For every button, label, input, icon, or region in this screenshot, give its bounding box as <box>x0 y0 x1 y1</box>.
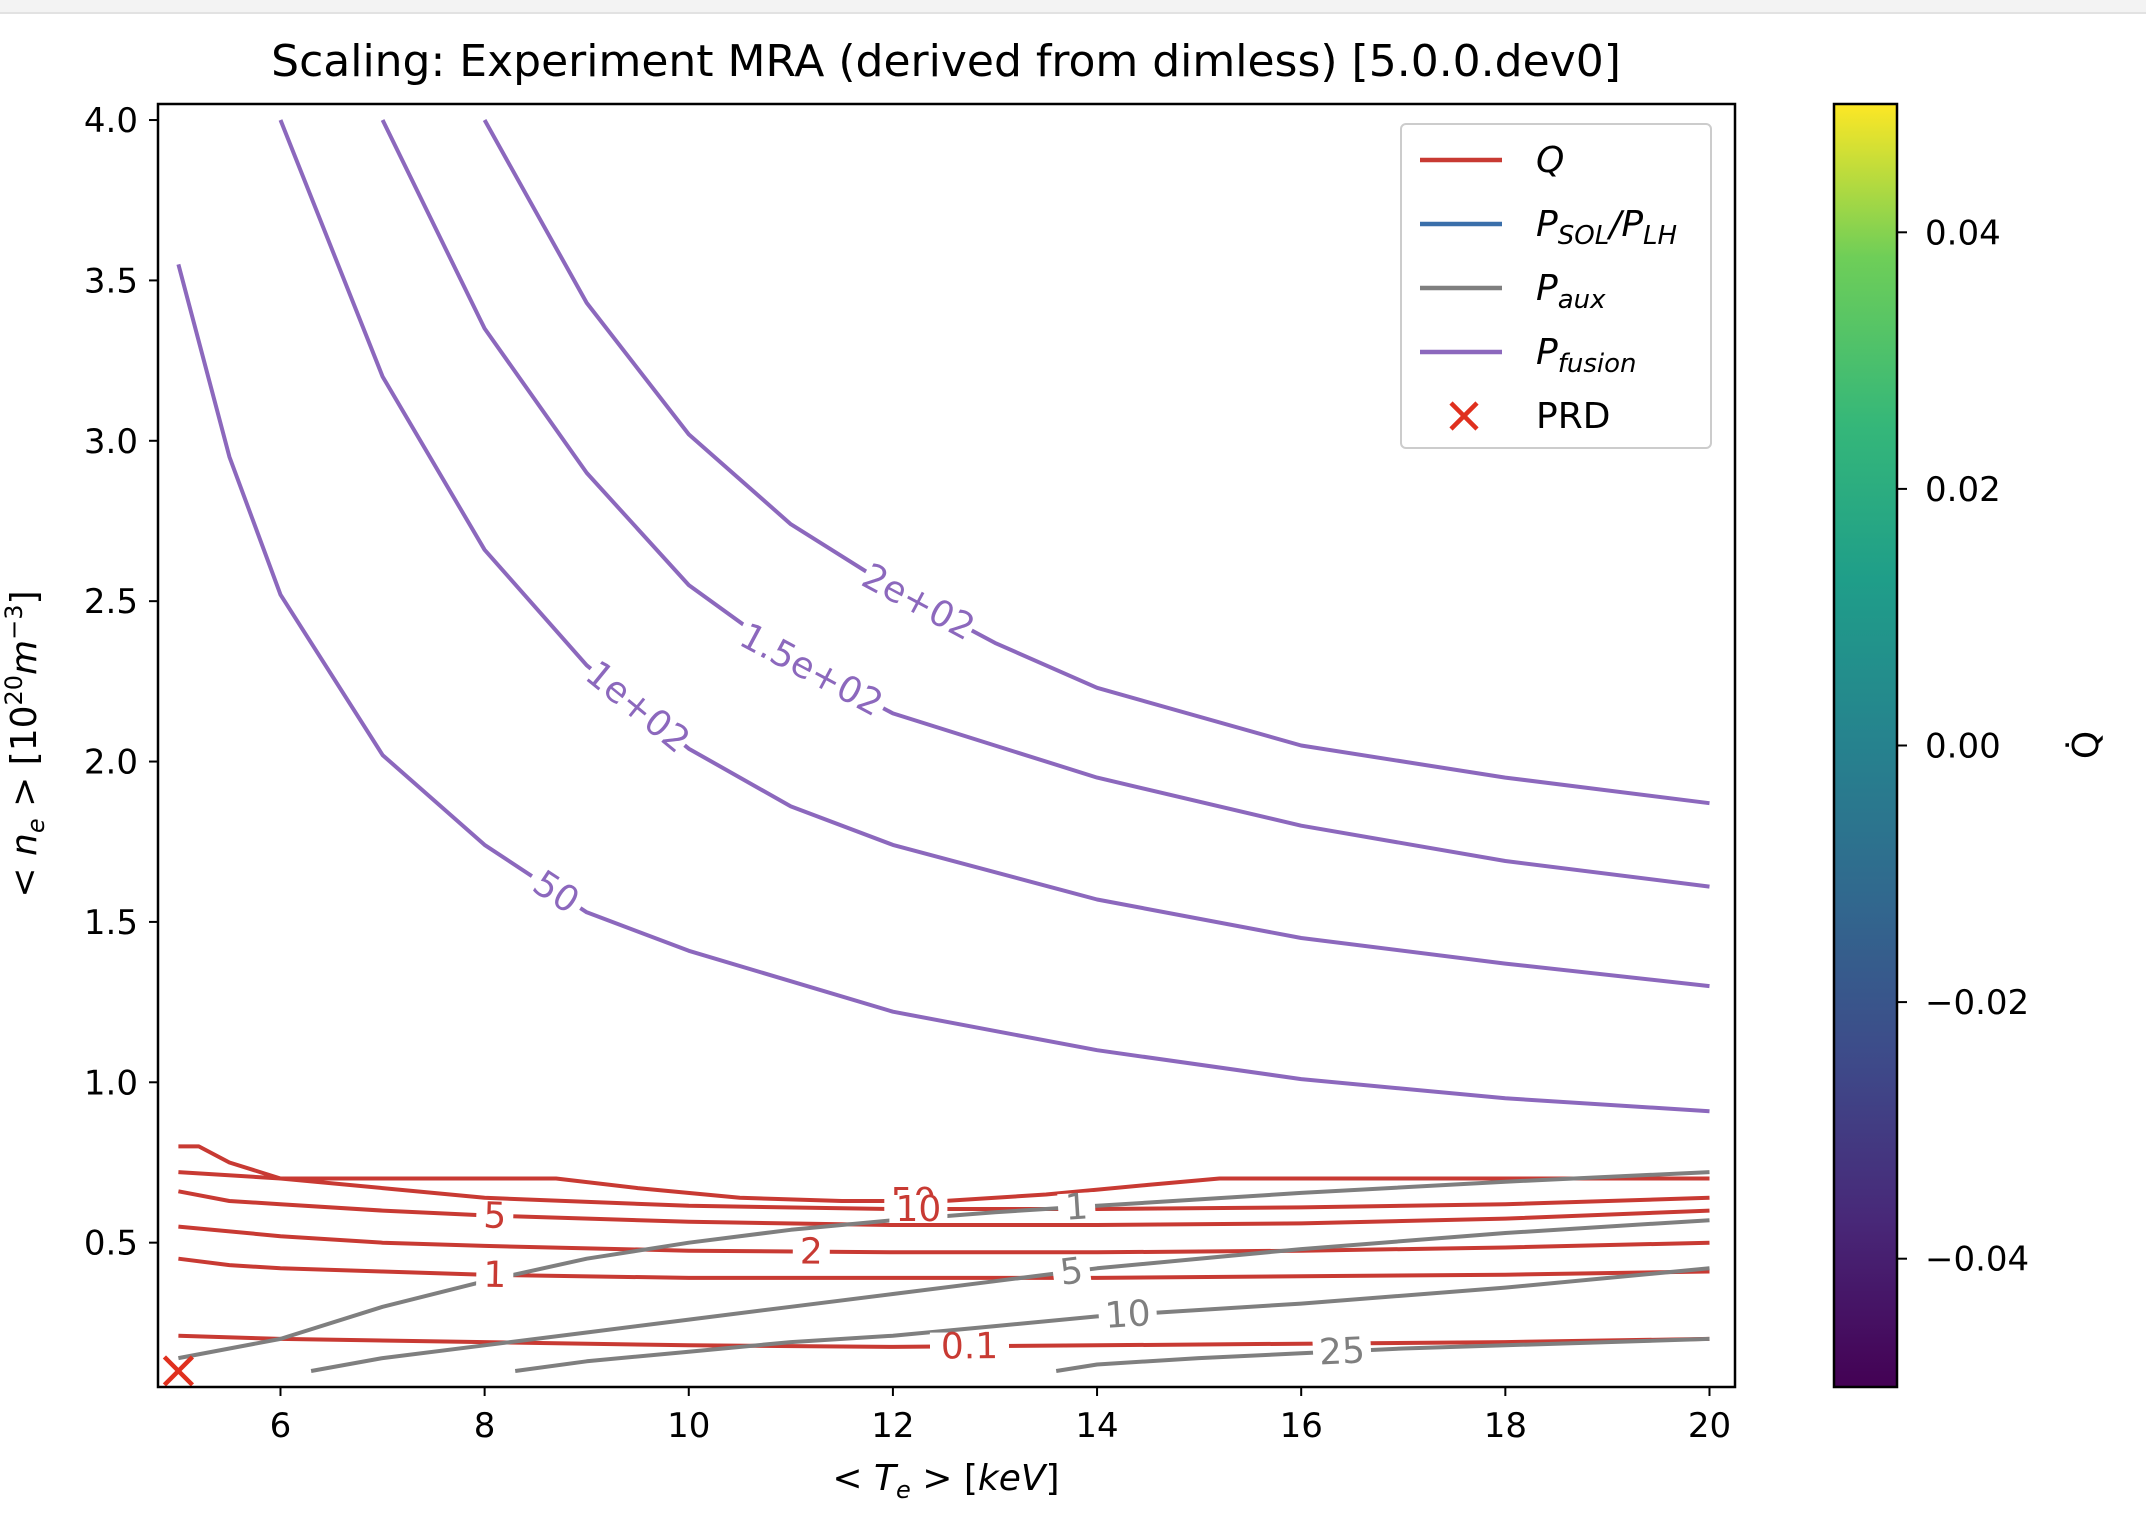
legend: Q PSOL/PLH Paux Pfusion PRD <box>1400 123 1712 449</box>
contour-label-text: 5 <box>483 1195 507 1237</box>
contour-p-fusion-50 <box>176 263 1710 1114</box>
x-tick-label: 20 <box>1688 1406 1731 1446</box>
colorbar-gradient <box>1832 102 1899 1389</box>
legend-item-q: Q <box>1420 140 1564 181</box>
legend-label: PRD <box>1536 396 1610 437</box>
marker-prd <box>162 1355 195 1387</box>
contour-q-50 <box>178 1144 1710 1203</box>
contour-label-p-aux-5: 5 <box>1051 1250 1092 1294</box>
contour-label-p-aux-1: 1 <box>1057 1186 1096 1229</box>
contour-label-text: 1 <box>1064 1186 1089 1228</box>
colorbar-tick-label: −0.04 <box>1925 1240 2029 1280</box>
plot-frame <box>156 102 1737 1389</box>
colorbar-label: Q̇ <box>2065 731 2107 759</box>
contour-p-aux-10 <box>514 1266 1710 1373</box>
contour-label-text: 2e+02 <box>855 556 981 649</box>
y-axis-label: < ne > [1020m−3] <box>0 590 50 897</box>
colorbar-tick-label: −0.02 <box>1925 983 2029 1023</box>
colorbar-tick-label: 0.04 <box>1925 213 2001 253</box>
contour-label-q-1: 1 <box>476 1255 514 1296</box>
y-tick-label: 4.0 <box>84 101 138 141</box>
legend-item-p-sol-p-lh: PSOL/PLH <box>1420 204 1677 251</box>
x-tick-label: 16 <box>1280 1406 1323 1446</box>
colorbar-tick-label: 0.02 <box>1925 470 2001 510</box>
colorbar-tick-label: 0.00 <box>1925 727 2001 767</box>
y-tick-label: 2.5 <box>84 582 138 622</box>
contour-p-aux-5 <box>310 1218 1710 1373</box>
x-tick-label: 10 <box>667 1406 710 1446</box>
x-axis-label: < Te > [keV] <box>832 1458 1059 1504</box>
contour-label-text: 50 <box>525 863 586 922</box>
y-tick-label: 2.0 <box>84 743 138 783</box>
legend-label: Pfusion <box>1536 332 1637 379</box>
y-tick-label: 1.5 <box>84 903 138 943</box>
window-top-bar <box>0 0 2146 14</box>
contour-label-p-fusion-1-5e-02: 1.5e+02 <box>732 616 890 725</box>
x-tick-label: 14 <box>1075 1406 1118 1446</box>
contour-label-q-0-1: 0.1 <box>929 1326 1010 1368</box>
contour-q-5 <box>178 1189 1710 1227</box>
contour-label-text: 25 <box>1318 1330 1366 1373</box>
y-axis-ticks: 0.5 1.0 1.5 2.0 2.5 3.0 3.5 4.0 <box>84 101 158 1264</box>
y-tick-label: 1.0 <box>84 1063 138 1103</box>
contour-chart: Scaling: Experiment MRA (derived from di… <box>0 36 2107 1504</box>
contour-q-10 <box>178 1170 1710 1211</box>
legend-item-p-fusion: Pfusion <box>1420 332 1637 379</box>
contour-label-text: 1 <box>483 1255 507 1296</box>
contour-label-text: 0.1 <box>941 1326 999 1367</box>
chart-title: Scaling: Experiment MRA (derived from di… <box>271 36 1621 87</box>
x-tick-label: 18 <box>1484 1406 1527 1446</box>
legend-box <box>1400 123 1712 449</box>
contour-q-1 <box>178 1256 1710 1280</box>
contour-label-p-aux-25: 25 <box>1312 1330 1372 1373</box>
contour-label-text: 10 <box>1104 1293 1152 1337</box>
markers <box>162 1355 195 1387</box>
contour-label-q-5: 5 <box>475 1195 514 1237</box>
contour-label-text: 1e+02 <box>578 653 698 761</box>
contour-p-aux-1 <box>178 1170 1710 1361</box>
contour-label-q-10: 10 <box>889 1189 948 1230</box>
contour-q-0-1 <box>178 1333 1710 1349</box>
contour-label-p-fusion-2e-02: 2e+02 <box>855 556 981 649</box>
legend-item-p-aux: Paux <box>1420 268 1606 315</box>
x-tick-label: 6 <box>270 1406 292 1446</box>
y-tick-label: 3.0 <box>84 422 138 462</box>
contour-label-text: 1.5e+02 <box>733 616 889 725</box>
contour-label-p-fusion-50: 50 <box>524 863 589 922</box>
legend-label: Q <box>1536 140 1564 181</box>
contour-p-fusion-1e-02 <box>278 119 1710 989</box>
contour-label-p-aux-10: 10 <box>1097 1293 1158 1337</box>
legend-label: PSOL/PLH <box>1536 204 1677 251</box>
contour-q-2 <box>178 1224 1710 1255</box>
contour-label-text: 10 <box>895 1189 941 1230</box>
y-tick-label: 0.5 <box>84 1224 138 1264</box>
legend-item-prd: PRD <box>1449 396 1610 437</box>
colorbar: −0.04 −0.02 0.00 0.02 0.04 Q̇ <box>1832 102 2107 1389</box>
y-tick-label: 3.5 <box>84 261 138 301</box>
contour-label-q-2: 2 <box>792 1232 830 1273</box>
contour-label-text: 5 <box>1058 1250 1086 1294</box>
contour-label-p-fusion-1e-02: 1e+02 <box>578 653 698 761</box>
x-tick-label: 12 <box>871 1406 914 1446</box>
x-tick-label: 8 <box>474 1406 496 1446</box>
x-axis-ticks: 6 8 10 12 14 16 18 20 <box>270 1387 1731 1446</box>
legend-label: Paux <box>1536 268 1606 315</box>
contour-label-text: 2 <box>800 1232 823 1273</box>
